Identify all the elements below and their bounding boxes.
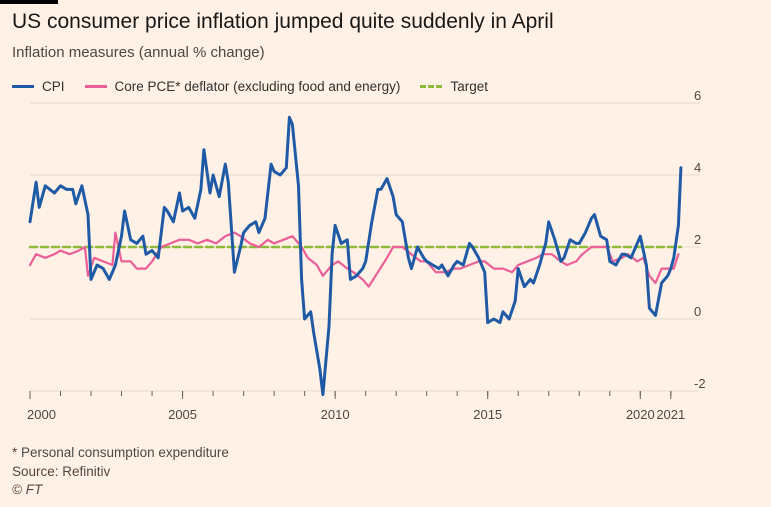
chart-subtitle: Inflation measures (annual % change) <box>12 44 265 61</box>
copyright-note: © FT <box>12 482 43 497</box>
y-tick-label: 0 <box>694 304 701 319</box>
legend-swatch-cpi <box>12 84 34 88</box>
legend: CPI Core PCE* deflator (excluding food a… <box>12 76 508 96</box>
x-tick-label: 2020 <box>626 407 655 422</box>
chart-plot-area: 6 4 2 0 -2 2000 2005 2010 2015 2020 2021 <box>27 88 706 422</box>
x-tick-label: 2010 <box>321 407 350 422</box>
source-note: Source: Refinitiv <box>12 464 111 479</box>
x-tick-label: 2005 <box>168 407 197 422</box>
legend-item-pce: Core PCE* deflator (excluding food and e… <box>84 78 401 94</box>
legend-swatch-target <box>420 84 443 88</box>
y-tick-label: 6 <box>694 88 701 103</box>
series-layer <box>28 115 683 397</box>
y-tick-label: 2 <box>694 232 701 247</box>
chart-title: US consumer price inflation jumped quite… <box>12 10 554 33</box>
x-tick-label: 2021 <box>656 407 685 422</box>
footnote: * Personal consumption expenditure <box>12 445 229 460</box>
y-tick-label: 4 <box>694 160 701 175</box>
axis-layer: 6 4 2 0 -2 2000 2005 2010 2015 2020 2021 <box>27 88 706 422</box>
x-tick-label: 2015 <box>473 407 502 422</box>
legend-item-cpi: CPI <box>12 79 65 94</box>
legend-label-target: Target <box>450 78 488 94</box>
legend-swatch-pce <box>84 84 107 88</box>
legend-label-pce: Core PCE* deflator (excluding food and e… <box>114 78 401 94</box>
x-tick-label: 2000 <box>27 407 56 422</box>
legend-item-target: Target <box>420 79 488 94</box>
y-tick-label: -2 <box>694 376 706 391</box>
ft-top-bar <box>0 0 58 4</box>
legend-label-cpi: CPI <box>42 78 65 94</box>
series-line-cpi <box>28 115 683 397</box>
